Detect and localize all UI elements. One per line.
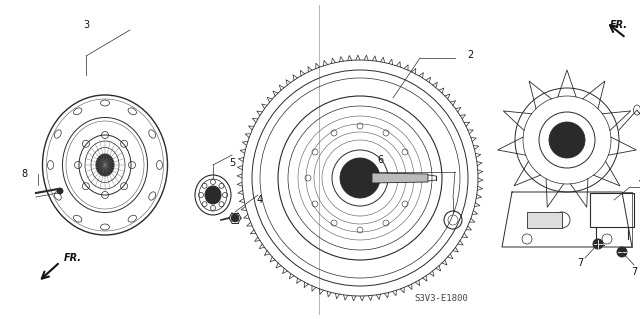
- Circle shape: [348, 166, 372, 190]
- Text: S3V3-E1800: S3V3-E1800: [415, 294, 468, 303]
- Text: 3: 3: [83, 20, 89, 30]
- Ellipse shape: [205, 186, 221, 204]
- Circle shape: [549, 122, 585, 158]
- Text: FR.: FR.: [64, 253, 82, 263]
- Circle shape: [340, 158, 380, 198]
- Text: 8: 8: [21, 169, 27, 179]
- Text: 5: 5: [229, 158, 235, 168]
- Text: 7: 7: [577, 258, 583, 268]
- Text: 7: 7: [631, 267, 637, 277]
- Bar: [527, 212, 562, 228]
- Text: 2: 2: [467, 50, 473, 60]
- Text: 1: 1: [638, 180, 640, 190]
- Text: 6: 6: [377, 155, 383, 165]
- Ellipse shape: [96, 154, 114, 176]
- Circle shape: [231, 214, 239, 222]
- Bar: [590, 193, 634, 227]
- Text: 4: 4: [257, 195, 263, 205]
- Circle shape: [617, 247, 627, 257]
- Text: FR.: FR.: [610, 20, 628, 30]
- Polygon shape: [372, 173, 428, 183]
- Circle shape: [57, 188, 63, 194]
- Circle shape: [593, 239, 603, 249]
